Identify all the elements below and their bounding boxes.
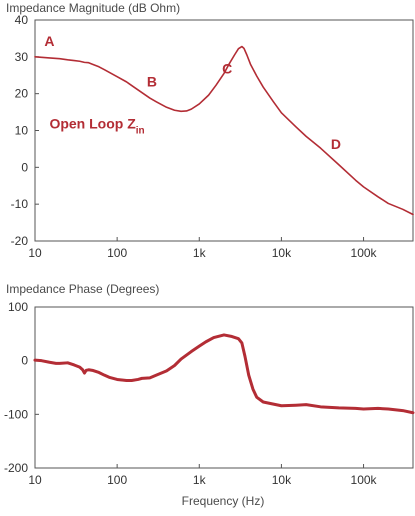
- phase-x-tick-label: 10: [28, 473, 42, 487]
- magnitude-x-tick-label: 1k: [193, 246, 207, 260]
- phase-chart-title: Impedance Phase (Degrees): [6, 282, 159, 296]
- phase-y-tick-label: 0: [21, 354, 28, 368]
- open-loop-subscript: in: [136, 126, 145, 137]
- magnitude-y-tick-label: -20: [11, 234, 29, 248]
- magnitude-x-tick-label: 10k: [272, 246, 292, 260]
- annotation-label: D: [331, 136, 341, 152]
- phase-x-tick-label: 100: [107, 473, 127, 487]
- annotation-label: A: [44, 33, 54, 49]
- phase-x-tick-label: 10k: [272, 473, 292, 487]
- annotation-label: C: [222, 60, 232, 76]
- phase-y-tick-label: 100: [8, 300, 28, 314]
- magnitude-x-tick-label: 100k: [351, 246, 378, 260]
- magnitude-y-tick-label: 30: [15, 50, 29, 64]
- phase-x-tick-label: 100k: [351, 473, 378, 487]
- phase-x-tick-label: 1k: [193, 473, 207, 487]
- phase-y-tick-label: -100: [4, 407, 28, 421]
- magnitude-y-tick-label: -10: [11, 197, 29, 211]
- magnitude-series-line: [34, 45, 414, 216]
- magnitude-y-tick-label: 20: [15, 87, 29, 101]
- phase-y-tick-label: -200: [4, 461, 28, 475]
- phase-plot-frame: [34, 306, 414, 469]
- frequency-axis-label: Frequency (Hz): [182, 494, 265, 508]
- magnitude-x-tick-label: 10: [28, 246, 42, 260]
- magnitude-y-tick-label: 40: [15, 13, 29, 27]
- phase-series-line: [33, 333, 415, 415]
- magnitude-x-tick-label: 100: [107, 246, 127, 260]
- magnitude-y-tick-label: 10: [15, 124, 29, 138]
- annotation-label: B: [147, 73, 157, 89]
- magnitude-y-tick-label: 0: [21, 160, 28, 174]
- magnitude-chart-title: Impedance Magnitude (dB Ohm): [6, 1, 180, 15]
- open-loop-zin-label: Open Loop Zin: [49, 116, 144, 137]
- open-loop-main-text: Open Loop Z: [49, 116, 136, 132]
